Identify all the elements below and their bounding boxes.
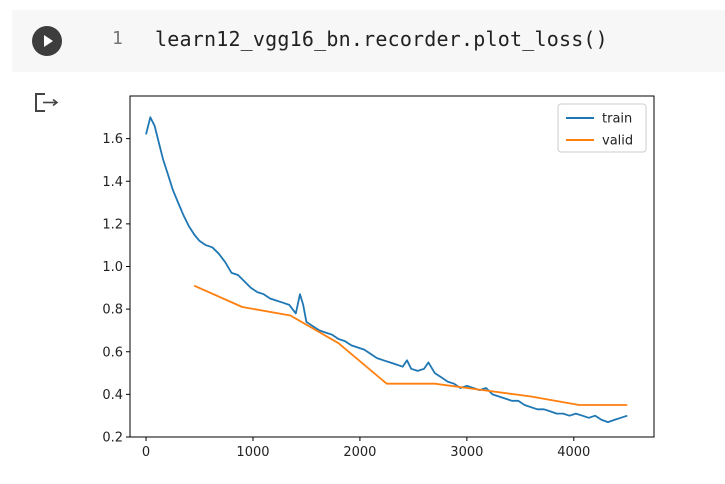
x-tick-label: 2000 <box>343 445 376 460</box>
legend-label-train: train <box>602 112 632 127</box>
axis-ticks: 0 1000 2000 3000 4000 0.2 0.4 0.6 0.8 1.0 1.2 1.4 1.… <box>102 132 590 460</box>
y-tick-label: 1.2 <box>102 217 123 232</box>
code-cell-input[interactable]: 1 learn12_vgg16_bn.recorder.plot_loss() <box>12 10 725 72</box>
series-line-train <box>145 116 628 424</box>
y-tick-label: 0.4 <box>102 388 123 403</box>
y-tick-label: 1.6 <box>102 132 123 147</box>
play-icon <box>44 35 53 47</box>
y-tick-label: 0.8 <box>102 303 123 318</box>
legend: train valid <box>557 103 647 153</box>
output-redirect-icon <box>35 93 59 112</box>
series-line-valid <box>193 284 628 406</box>
run-cell-button[interactable] <box>32 26 62 56</box>
plot-area <box>129 95 655 438</box>
loss-chart: 0 1000 2000 3000 4000 0.2 0.4 0.6 0.8 1.0 1.2 1.4 1.… <box>102 95 655 460</box>
y-tick-label: 0.6 <box>102 345 123 360</box>
x-tick-label: 4000 <box>557 445 590 460</box>
series-layer <box>145 116 628 424</box>
legend-label-valid: valid <box>602 134 633 149</box>
x-tick-label: 0 <box>142 445 150 460</box>
code-line[interactable]: learn12_vgg16_bn.recorder.plot_loss() <box>155 27 608 51</box>
line-number: 1 <box>112 28 123 49</box>
y-tick-label: 1.4 <box>102 175 123 190</box>
x-tick-label: 3000 <box>450 445 483 460</box>
y-tick-label: 0.2 <box>102 431 123 446</box>
y-tick-label: 1.0 <box>102 260 123 275</box>
x-tick-label: 1000 <box>236 445 269 460</box>
